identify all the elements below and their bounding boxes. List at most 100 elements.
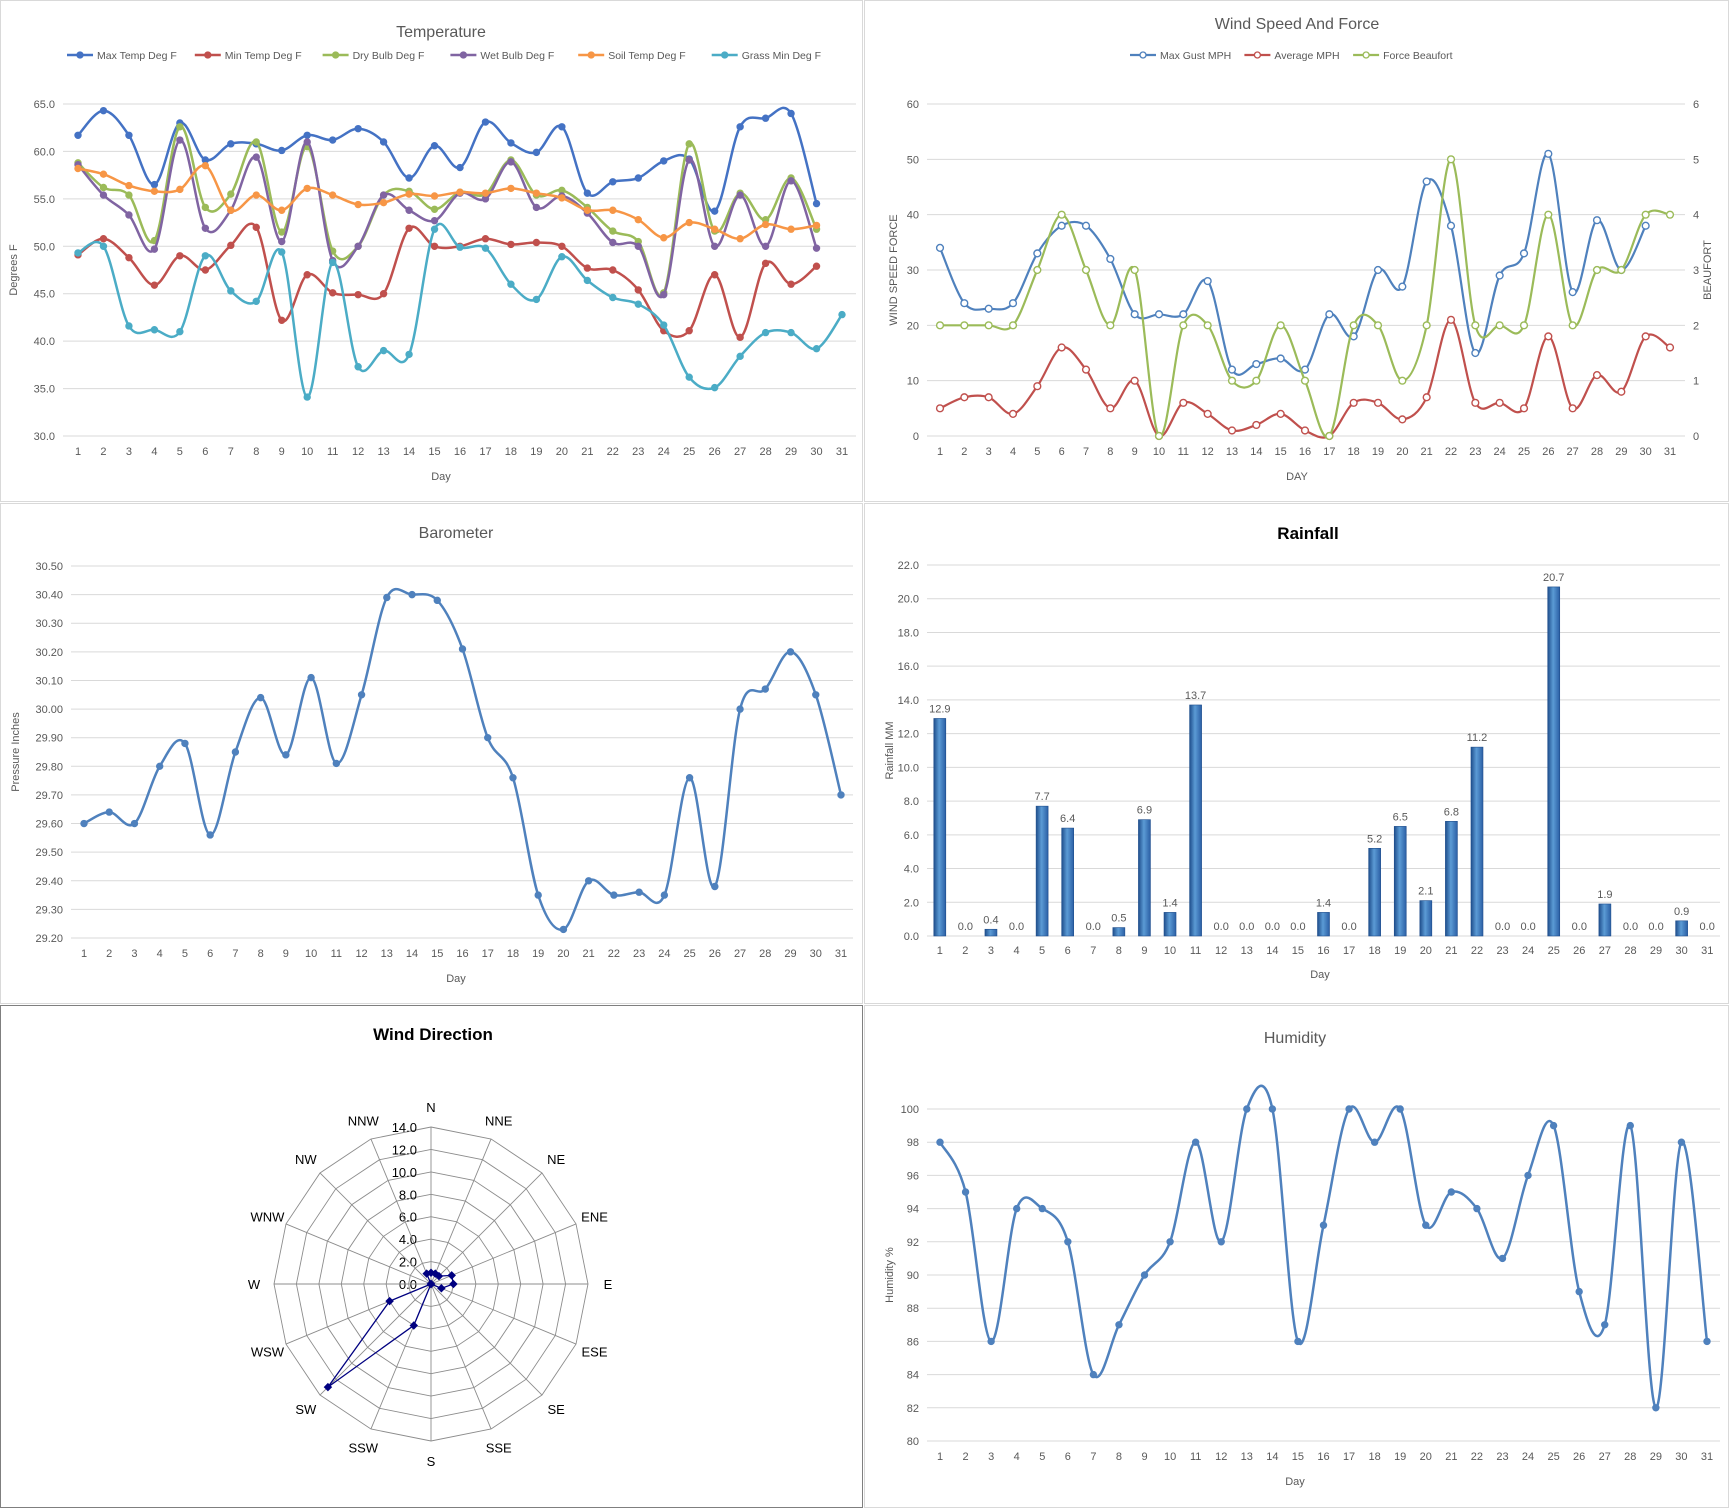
x-tick-label: 31 <box>1701 945 1713 957</box>
legend-marker <box>331 51 340 59</box>
x-tick-label: 7 <box>228 446 234 458</box>
data-point <box>74 164 82 173</box>
data-point <box>1300 376 1310 385</box>
data-point <box>1276 409 1285 418</box>
direction-label: SW <box>295 1402 317 1417</box>
y2-tick-label: 3 <box>1693 265 1699 277</box>
data-point <box>812 691 820 699</box>
bar-data-label: 0.0 <box>1341 921 1356 933</box>
x-tick-label: 12 <box>1215 945 1227 957</box>
data-point <box>1227 365 1237 374</box>
y-tick-label: 14.0 <box>898 695 919 707</box>
data-point <box>328 258 337 267</box>
data-point <box>1106 404 1115 413</box>
data-point <box>99 183 108 192</box>
data-point <box>231 748 240 756</box>
y-tick-label: 6.0 <box>904 830 919 842</box>
data-point <box>1268 1105 1277 1113</box>
y-axis-label: Rainfall MM <box>884 721 896 779</box>
legend-marker <box>204 51 212 59</box>
rain-bar <box>1112 927 1126 937</box>
data-point <box>385 1296 394 1306</box>
direction-label: SSW <box>348 1441 378 1456</box>
data-point <box>227 287 235 295</box>
data-point <box>984 304 993 313</box>
y-tick-label: 18.0 <box>898 627 919 639</box>
x-tick-label: 2 <box>962 945 968 957</box>
data-point <box>481 244 490 252</box>
data-point <box>303 184 311 193</box>
x-tick-label: 13 <box>1241 945 1253 957</box>
x-tick-label: 14 <box>1266 945 1278 957</box>
data-point <box>227 140 235 148</box>
data-point <box>1396 1105 1404 1113</box>
data-point <box>1575 1287 1583 1296</box>
data-point <box>1568 288 1577 297</box>
chart-title: Barometer <box>419 525 494 542</box>
x-tick-label: 12 <box>1215 1451 1227 1463</box>
data-point <box>1106 254 1115 264</box>
data-point <box>935 243 945 252</box>
x-tick-label: 31 <box>835 948 847 960</box>
x-tick-label: 11 <box>1190 1451 1201 1463</box>
x-tick-label: 17 <box>1323 446 1335 458</box>
y-tick-label: 4.0 <box>904 864 919 876</box>
data-point <box>1373 265 1383 275</box>
x-tick-label: 15 <box>1292 1451 1304 1463</box>
x-tick-label: 7 <box>1090 945 1096 957</box>
y-tick-label: 20 <box>907 320 919 332</box>
data-point <box>1524 1171 1532 1180</box>
y-tick-label: 29.90 <box>35 733 63 745</box>
data-point <box>558 242 566 250</box>
x-tick-label: 10 <box>1164 1451 1176 1463</box>
data-point <box>660 891 669 899</box>
data-point <box>1549 1121 1558 1130</box>
x-tick-label: 16 <box>1317 1451 1329 1463</box>
y-axis-label: Pressure Inches <box>10 712 22 792</box>
radar-spoke <box>370 1138 432 1285</box>
data-point <box>303 131 311 140</box>
y-tick-label: 10 <box>907 376 919 388</box>
humidity-chart-panel: 80 82 84 86 88 90 92 94 96 98 100 1 2 3 4 5 6 7 8 9 10 11 12 13… <box>864 1005 1729 1508</box>
y-tick-label: 50 <box>907 154 919 166</box>
data-point <box>176 123 184 131</box>
data-point <box>430 242 439 250</box>
y-tick-label: 29.40 <box>35 876 63 888</box>
x-tick-label: 4 <box>1010 446 1016 458</box>
wind-direction-series <box>327 1272 455 1388</box>
data-point <box>1544 210 1553 219</box>
x-tick-label: 4 <box>157 948 163 960</box>
data-point <box>609 238 617 247</box>
data-point <box>1703 1337 1711 1346</box>
data-point <box>405 190 413 198</box>
x-tick-label: 15 <box>1275 446 1287 458</box>
data-point <box>583 276 592 285</box>
y2-axis-label: BEAUFORT <box>1702 240 1714 300</box>
data-point <box>1081 265 1091 275</box>
x-tick-label: 10 <box>305 948 317 960</box>
bar-data-label: 0.0 <box>1520 921 1535 933</box>
radar-spoke <box>430 1283 492 1430</box>
x-tick-label: 27 <box>734 948 746 960</box>
x-tick-label: 11 <box>331 948 342 960</box>
chart-title: Humidity <box>1264 1030 1326 1047</box>
data-point <box>303 393 311 401</box>
x-tick-label: 18 <box>1369 1451 1381 1463</box>
data-point <box>812 262 821 270</box>
x-axis-label: Day <box>446 973 466 985</box>
data-point <box>1519 404 1529 413</box>
y-tick-label: 30.00 <box>35 704 63 716</box>
data-point <box>426 1279 436 1289</box>
data-point <box>1008 409 1018 418</box>
data-point <box>354 124 362 133</box>
x-axis-label: Day <box>431 471 451 483</box>
radial-tick-label: 14.0 <box>392 1120 417 1135</box>
legend-label: Max Temp Deg F <box>97 50 177 62</box>
data-point <box>761 242 770 250</box>
chart-title: Wind Speed And Force <box>1215 16 1380 33</box>
rain-bar <box>1598 903 1612 937</box>
x-tick-label: 8 <box>1107 446 1113 458</box>
temperature-chart: 30.035.040.045.050.055.060.065.01 2 3 4 5 6 7 8… <box>8 24 856 483</box>
data-point <box>1140 1271 1149 1279</box>
